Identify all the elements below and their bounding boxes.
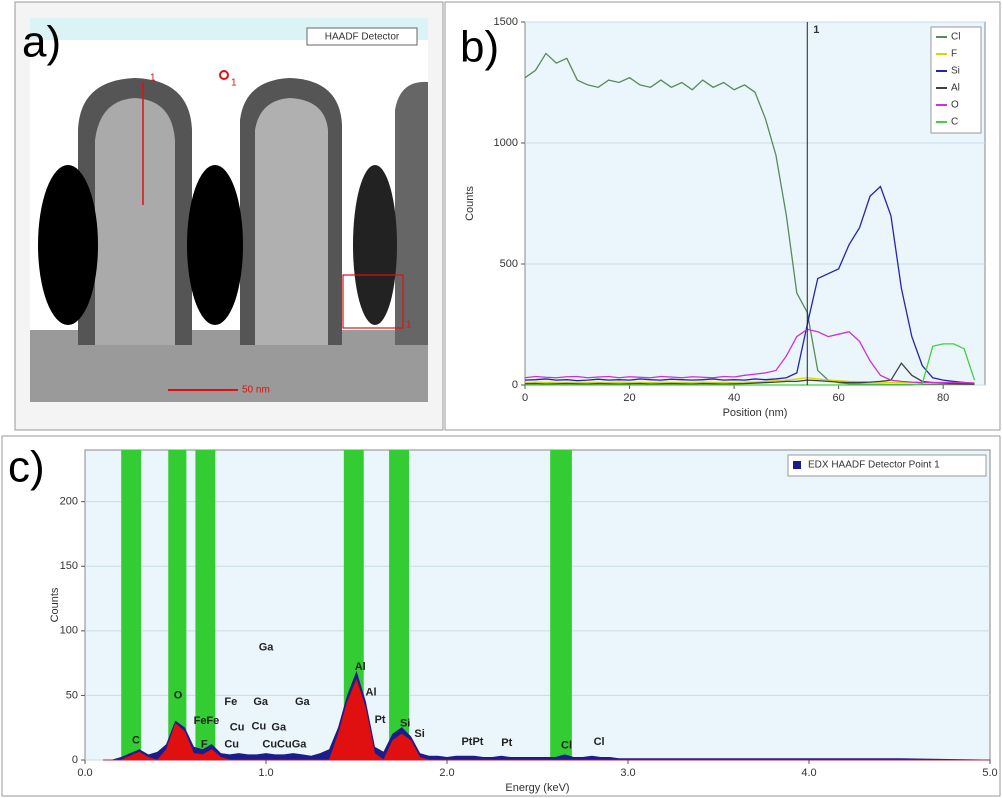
x-tick-label: 40: [728, 392, 740, 404]
void: [187, 165, 243, 325]
plot-area: [84, 449, 991, 761]
series-line: [524, 328, 975, 384]
peak-label: Pt: [501, 737, 512, 749]
peak-label: Ga: [271, 722, 287, 734]
element-band: [389, 450, 409, 760]
series-line: [524, 377, 975, 384]
peak-label: Cl: [594, 736, 605, 748]
peak-label: Cu: [252, 720, 267, 732]
panel-label: b): [460, 23, 499, 72]
marker-label: 1: [231, 78, 237, 89]
marker-label: 1: [406, 320, 412, 331]
x-tick-label: 0: [522, 392, 528, 404]
series-line: [524, 185, 975, 385]
legend-swatch: [793, 461, 801, 469]
point-marker: [219, 70, 229, 80]
peak-label: C: [132, 735, 140, 747]
x-axis-label: Energy (keV): [505, 782, 569, 794]
x-tick-label: 60: [833, 392, 845, 404]
x-tick-label: 80: [937, 392, 949, 404]
scale-label: 50 nm: [242, 385, 270, 396]
area-box: [342, 274, 404, 329]
y-tick-label: 0: [512, 379, 518, 391]
peak-label: Cu: [230, 722, 245, 734]
series-area: [103, 678, 990, 761]
plot-area: [524, 21, 986, 386]
element-band: [168, 450, 187, 760]
peak-label: Ga: [295, 696, 311, 708]
x-tick-label: 1.0: [258, 767, 273, 779]
element-band: [550, 450, 572, 760]
x-tick-label: 20: [623, 392, 635, 404]
pillar: [395, 81, 428, 345]
legend-label: C: [951, 117, 958, 128]
peak-label: Al: [366, 687, 377, 699]
pillar-core: [95, 98, 175, 345]
legend: [930, 26, 982, 134]
legend-label: Si: [951, 66, 960, 77]
element-band: [195, 450, 216, 760]
peak-label: Fe: [224, 696, 237, 708]
y-axis-label: Counts: [49, 587, 61, 622]
peak-label: Al: [355, 661, 366, 673]
panel-a: HAADF Detector 50 nm 1 1 1 a): [14, 1, 444, 431]
element-band: [121, 450, 142, 760]
detector-box: [306, 27, 418, 46]
y-tick-label: 100: [60, 625, 78, 637]
y-tick-label: 0: [72, 754, 78, 766]
series-line: [524, 362, 975, 385]
legend: [787, 454, 987, 477]
peak-label: CuCuGa: [262, 738, 307, 750]
y-tick-label: 500: [500, 258, 518, 270]
peak-label: PtPt: [461, 736, 483, 748]
x-tick-label: 0.0: [77, 767, 92, 779]
x-tick-label: 2.0: [439, 767, 454, 779]
x-tick-label: 3.0: [620, 767, 635, 779]
y-tick-label: 200: [60, 496, 78, 508]
peak-label: O: [174, 689, 183, 701]
peak-label: Pt: [375, 714, 386, 726]
peak-label: Ga: [259, 642, 275, 654]
void: [353, 165, 397, 325]
legend-label: F: [951, 49, 957, 60]
peak-label: FeFe: [194, 715, 220, 727]
marker-label: 1: [150, 73, 156, 84]
pillar-core: [255, 98, 328, 345]
y-tick-label: 1500: [494, 16, 518, 28]
peak-label: Ga: [253, 696, 269, 708]
y-tick-label: 1000: [494, 137, 518, 149]
x-tick-label: 5.0: [982, 767, 997, 779]
peak-label: Cu: [224, 738, 239, 750]
panel-label: a): [22, 18, 61, 67]
y-tick-label: 150: [60, 560, 78, 572]
legend-label: O: [951, 100, 959, 111]
peak-label: Cl: [561, 740, 572, 752]
peak-label: Si: [414, 728, 424, 740]
y-axis-label: Counts: [464, 186, 476, 221]
series-line: [525, 343, 976, 386]
peak-label: F: [201, 738, 208, 750]
x-axis-label: Position (nm): [723, 407, 788, 419]
panel-label: c): [8, 443, 45, 492]
peak-label: Si: [400, 718, 410, 730]
legend-label: Cl: [951, 32, 960, 43]
y-tick-label: 50: [66, 689, 78, 701]
x-tick-label: 4.0: [801, 767, 816, 779]
void: [38, 165, 98, 325]
legend-label: Al: [951, 83, 960, 94]
legend-label: EDX HAADF Detector Point 1: [808, 460, 940, 471]
detector-label: HAADF Detector: [325, 32, 400, 43]
marker-label: 1: [813, 24, 819, 36]
